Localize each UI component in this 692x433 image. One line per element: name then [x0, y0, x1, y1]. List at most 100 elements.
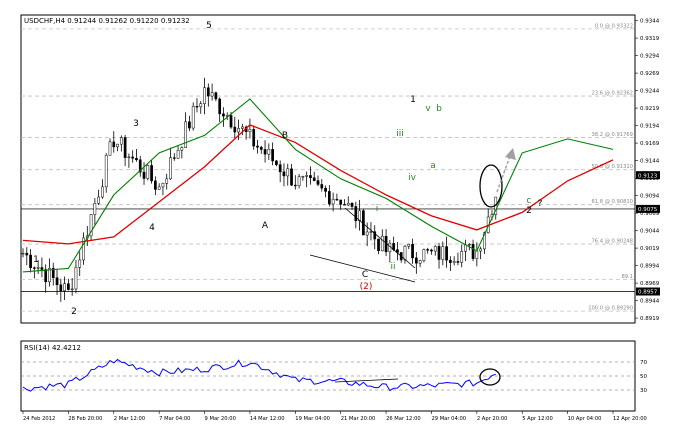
price-tick-label: 0.9319 — [640, 36, 660, 42]
candle-body — [191, 106, 195, 129]
candle-body — [119, 137, 123, 145]
candle-body — [460, 251, 464, 263]
price-tick-label: 0.9019 — [640, 246, 660, 252]
candle-body — [36, 267, 40, 269]
price-tag-text: 0.8957 — [638, 290, 658, 296]
candle-body — [467, 244, 471, 246]
candle-body — [252, 129, 256, 147]
candle-body — [449, 259, 452, 263]
rsi-axis-label: 50 — [640, 374, 647, 380]
wedge-lower-line — [309, 254, 416, 283]
candle-body — [48, 268, 51, 283]
time-tick-label: 12 Apr 20:00 — [613, 416, 647, 422]
projection-arrow-head — [505, 148, 516, 160]
moving-averages — [22, 98, 614, 273]
candle-body — [78, 259, 82, 268]
time-tick-label: 7 Mar 04:00 — [159, 416, 190, 422]
candle-body — [222, 113, 225, 117]
price-tick-label: 0.9069 — [640, 211, 660, 217]
wave-label: iv — [408, 173, 417, 183]
candle-body — [335, 198, 339, 201]
annotations — [309, 148, 516, 283]
candle-body — [430, 249, 433, 252]
price-tick-label: 0.9044 — [640, 229, 660, 235]
wave-label: 2 — [71, 307, 77, 317]
price-tick-label: 0.8919 — [640, 316, 660, 322]
candlesticks — [21, 77, 498, 302]
candle-body — [305, 175, 309, 177]
candle-body — [297, 176, 301, 186]
candle-body — [70, 288, 74, 291]
price-tick-label: 0.9269 — [640, 71, 660, 77]
candle-body — [40, 267, 44, 270]
candle-body — [411, 244, 414, 259]
candle-body — [377, 238, 380, 252]
candle-body — [354, 206, 358, 222]
wave-label: b — [436, 104, 442, 114]
price-tick-label: 0.9169 — [640, 141, 660, 147]
candle-body — [316, 180, 320, 185]
fib-label: 23.6 @ 0.92362 — [592, 91, 634, 97]
wave-label: 2 — [526, 206, 532, 216]
time-tick-label: 2 Apr 20:00 — [477, 416, 508, 422]
candle-body — [248, 129, 252, 132]
fib-label: 0.0 @ 0.93322 — [595, 23, 633, 29]
candle-body — [206, 87, 210, 97]
fib-label: 89.1 — [621, 274, 633, 280]
candle-body — [21, 252, 25, 255]
candle-body — [123, 137, 127, 158]
candle-body — [127, 156, 131, 158]
wave-label: v — [425, 104, 431, 114]
candle-body — [55, 277, 59, 286]
candle-body — [184, 121, 187, 148]
time-tick-label: 14 Mar 12:00 — [250, 416, 285, 422]
price-tag-box — [636, 171, 660, 180]
candle-body — [241, 126, 244, 129]
candle-body — [471, 244, 475, 259]
rsi-line — [22, 358, 496, 392]
price-tick-label: 0.9294 — [640, 54, 660, 60]
candle-body — [203, 87, 206, 104]
candle-body — [210, 92, 214, 97]
price-tick-label: 0.9344 — [640, 19, 660, 25]
candle-body — [142, 171, 146, 179]
candle-body — [135, 158, 138, 161]
time-tick-label: 9 Mar 20:00 — [205, 416, 236, 422]
candle-body — [275, 160, 278, 165]
candle-body — [161, 183, 165, 188]
time-tick-label: 19 Mar 04:00 — [295, 416, 330, 422]
candle-body — [154, 180, 157, 190]
candle-body — [176, 149, 180, 159]
candle-body — [233, 126, 237, 133]
wave-label: 5 — [206, 21, 212, 31]
highlight-ellipse — [479, 164, 503, 208]
candle-body — [82, 237, 85, 261]
candle-body — [116, 143, 119, 148]
candle-body — [263, 149, 267, 155]
candle-body — [101, 186, 104, 198]
rsi-trendline — [334, 378, 399, 383]
candle-body — [452, 261, 456, 263]
time-tick-label: 29 Mar 04:00 — [431, 416, 466, 422]
candle-body — [290, 168, 293, 186]
candle-body — [97, 196, 100, 204]
price-tick-label: 0.8969 — [640, 281, 660, 287]
time-tick-label: 28 Feb 20:00 — [68, 416, 102, 422]
candle-body — [365, 231, 369, 236]
candle-body — [380, 235, 384, 252]
candle-body — [267, 149, 271, 155]
rsi-highlight-ellipse — [479, 368, 501, 386]
rsi-axis-label: 30 — [640, 388, 647, 394]
candle-body — [195, 106, 199, 108]
time-tick-label: 21 Mar 20:00 — [341, 416, 376, 422]
fib-label: 76.4 @ 0.90248 — [592, 239, 634, 245]
candle-body — [286, 168, 290, 177]
candle-body — [74, 267, 78, 290]
wave-label: a — [430, 161, 436, 171]
price-tick-label: 0.9194 — [640, 124, 660, 130]
candle-body — [422, 249, 426, 262]
candle-body — [146, 165, 150, 179]
wedge-upper-line — [344, 207, 416, 269]
candle-body — [483, 232, 486, 250]
